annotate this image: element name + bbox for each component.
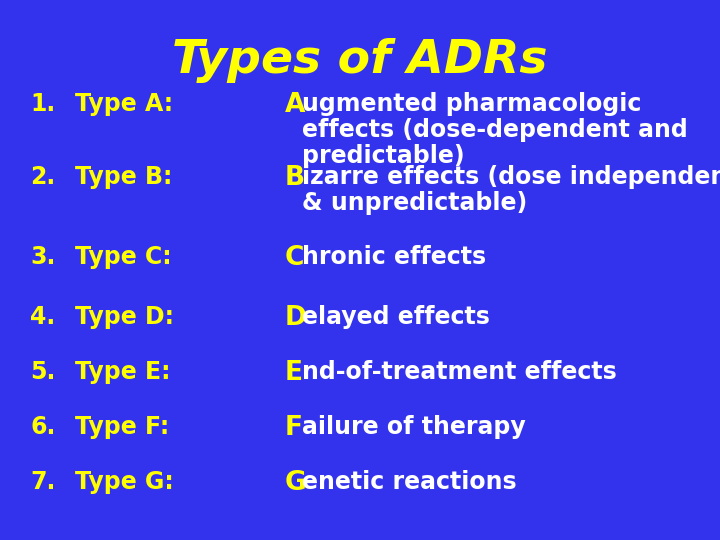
Text: E: E [285,360,303,386]
Text: 5.: 5. [30,360,55,384]
Text: ailure of therapy: ailure of therapy [302,415,526,439]
Text: effects (dose-dependent and: effects (dose-dependent and [302,118,688,142]
Text: G: G [285,470,307,496]
Text: elayed effects: elayed effects [302,305,490,329]
Text: B: B [285,165,305,191]
Text: Type B:: Type B: [75,165,172,189]
Text: nd-of-treatment effects: nd-of-treatment effects [302,360,617,384]
Text: 7.: 7. [30,470,55,494]
Text: ugmented pharmacologic: ugmented pharmacologic [302,92,642,116]
Text: & unpredictable): & unpredictable) [302,191,527,215]
Text: 1.: 1. [30,92,55,116]
Text: izarre effects (dose independent: izarre effects (dose independent [302,165,720,189]
Text: A: A [285,92,305,118]
Text: Type F:: Type F: [75,415,169,439]
Text: 6.: 6. [30,415,55,439]
Text: Type E:: Type E: [75,360,171,384]
Text: 3.: 3. [30,245,55,269]
Text: 2.: 2. [30,165,55,189]
Text: Type D:: Type D: [75,305,174,329]
Text: enetic reactions: enetic reactions [302,470,517,494]
Text: Type G:: Type G: [75,470,174,494]
Text: Type C:: Type C: [75,245,171,269]
Text: 4.: 4. [30,305,55,329]
Text: D: D [285,305,307,331]
Text: F: F [285,415,303,441]
Text: Types of ADRs: Types of ADRs [172,38,548,83]
Text: predictable): predictable) [302,144,464,168]
Text: Type A:: Type A: [75,92,173,116]
Text: C: C [285,245,305,271]
Text: hronic effects: hronic effects [302,245,486,269]
